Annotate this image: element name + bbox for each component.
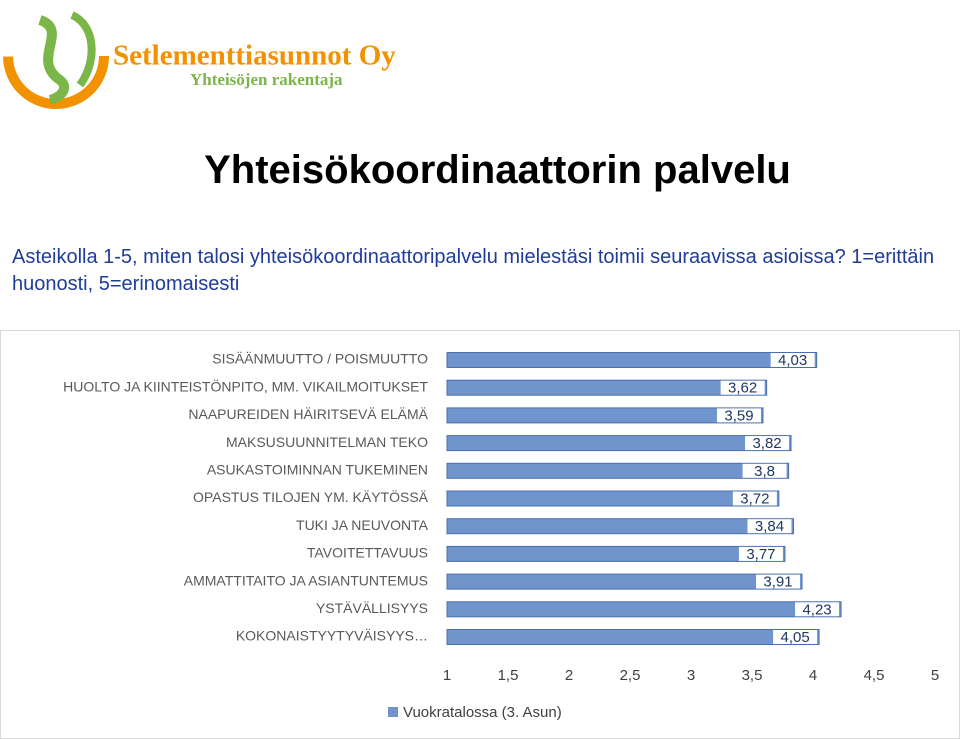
value-label-bg: [732, 491, 777, 506]
value-label-bg: [742, 463, 787, 478]
value-label-bg: [716, 408, 761, 423]
category-label: NAAPUREIDEN HÄIRITSEVÄ ELÄMÄ: [188, 406, 428, 422]
value-label-bg: [747, 519, 792, 534]
value-label: 3,59: [724, 407, 753, 424]
category-label: SISÄÄNMUUTTO / POISMUUTTO: [212, 351, 428, 367]
value-label-bg: [795, 602, 840, 617]
x-tick-label: 5: [931, 667, 939, 684]
x-tick-label: 4,5: [864, 667, 885, 684]
bar: [446, 573, 803, 590]
bar: [446, 435, 792, 452]
x-tick-label: 3: [687, 667, 695, 684]
x-tick-label: 2: [565, 667, 573, 684]
bar: [446, 601, 842, 618]
category-label: YSTÄVÄLLISYYS: [316, 600, 428, 616]
bar: [446, 629, 820, 645]
x-tick-label: 1,5: [498, 667, 519, 684]
subtitle: Asteikolla 1-5, miten talosi yhteisökoor…: [12, 246, 935, 295]
x-tick-label: 4: [809, 667, 817, 684]
value-label: 4,23: [802, 601, 831, 618]
tagline: Yhteisöjen rakentaja: [190, 70, 343, 89]
category-label: TAVOITETTAVUUS: [307, 545, 428, 561]
bar: [446, 545, 786, 562]
bar: [446, 379, 768, 396]
bar: [446, 407, 764, 424]
logo-swirl: [70, 11, 96, 88]
value-label: 4,05: [780, 629, 809, 646]
value-label: 3,72: [740, 490, 769, 507]
value-label: 3,91: [763, 574, 792, 591]
chart: 1 1,5 2 2,5 3 3,5 4 4,5 5 SISÄÄNMUUTTO / POISMUUT…: [0, 330, 960, 739]
value-label: 4,03: [778, 352, 807, 369]
value-label: 3,62: [728, 380, 757, 397]
title: Yhteisökoordinaattorin palvelu: [204, 148, 791, 192]
category-label: HUOLTO JA KIINTEISTÖNPITO, MM. VIKAILMOI…: [63, 377, 428, 394]
bar: [446, 490, 780, 507]
x-tick-label: 2,5: [620, 667, 641, 684]
x-tick-label: 3,5: [742, 667, 763, 684]
category-label: MAKSUSUUNNITELMAN TEKO: [226, 434, 428, 450]
logo-swirl: [37, 15, 70, 105]
logo: Setlementtiasunnot Oy Yhteisöjen rakenta…: [3, 3, 396, 109]
bar: [446, 518, 794, 535]
bar: [446, 352, 818, 368]
category-label: AMMATTITAITO JA ASIANTUNTEMUS: [184, 572, 428, 588]
value-label-bg: [720, 380, 765, 395]
value-label-bg: [745, 436, 790, 451]
value-label-bg: [770, 353, 815, 367]
bar: [446, 462, 790, 479]
legend-swatch: [388, 707, 398, 717]
category-label: OPASTUS TILOJEN YM. KÄYTÖSSÄ: [193, 488, 429, 505]
value-label-bg: [756, 574, 801, 589]
value-label: 3,8: [754, 463, 775, 480]
legend-label: Vuokratalossa (3. Asun): [403, 704, 562, 721]
value-label: 3,82: [752, 435, 781, 452]
category-label: KOKONAISTYYTYVÄISYYS…: [236, 628, 428, 644]
x-tick-label: 1: [443, 667, 451, 684]
value-label: 3,77: [746, 546, 775, 563]
chart-frame: [0, 330, 960, 739]
value-label-bg: [738, 546, 783, 561]
value-label: 3,84: [755, 518, 784, 535]
brand: Setlementtiasunnot Oy: [113, 40, 396, 72]
value-label-bg: [773, 630, 818, 644]
logo-arc: [3, 3, 109, 109]
category-label: ASUKASTOIMINNAN TUKEMINEN: [207, 462, 428, 478]
category-label: TUKI JA NEUVONTA: [296, 517, 429, 533]
